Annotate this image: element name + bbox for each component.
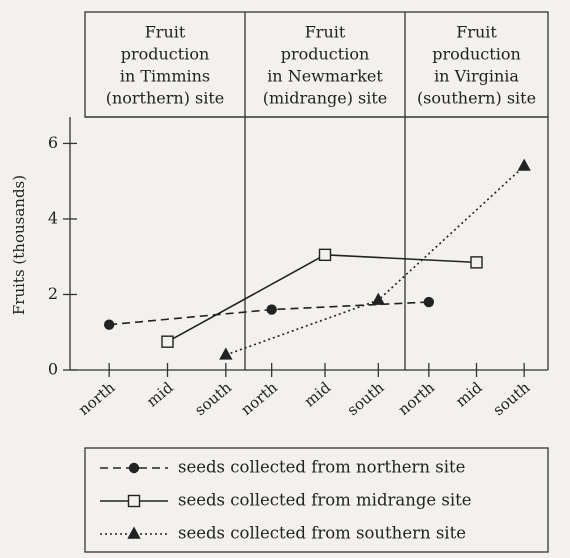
legend-label: seeds collected from southern site <box>178 524 466 543</box>
marker <box>371 292 386 305</box>
panel-title: (southern) site <box>417 89 536 108</box>
legend-box <box>84 447 549 553</box>
legend-marker <box>128 462 140 474</box>
y-tick-label: 0 <box>48 360 58 379</box>
marker <box>318 248 332 262</box>
marker <box>103 319 115 330</box>
panel-title: production <box>432 45 521 64</box>
panel-title: Fruit <box>456 23 497 42</box>
panel-title: in Virginia <box>434 67 519 86</box>
legend-label: seeds collected from northern site <box>178 458 465 477</box>
y-tick-label: 2 <box>48 284 58 303</box>
y-tick-label: 6 <box>48 133 58 152</box>
marker <box>219 347 233 360</box>
panel-title: production <box>121 45 210 64</box>
panel-title: (midrange) site <box>263 89 388 108</box>
marker <box>423 296 435 308</box>
panel-title: (northern) site <box>106 89 225 108</box>
panel-title: Fruit <box>145 23 186 42</box>
legend-marker <box>127 494 141 508</box>
marker <box>266 304 277 315</box>
legend-marker <box>127 526 141 539</box>
panel-title: in Newmarket <box>267 67 383 86</box>
panel-title: production <box>281 45 370 64</box>
y-tick-label: 4 <box>48 208 58 227</box>
marker <box>517 158 531 171</box>
panel-title: Fruit <box>305 23 346 42</box>
panel-title: in Timmins <box>120 67 210 86</box>
legend-label: seeds collected from midrange site <box>178 491 472 510</box>
y-axis-label: Fruits (thousands) <box>10 175 28 315</box>
marker <box>161 335 174 348</box>
marker <box>470 256 483 269</box>
